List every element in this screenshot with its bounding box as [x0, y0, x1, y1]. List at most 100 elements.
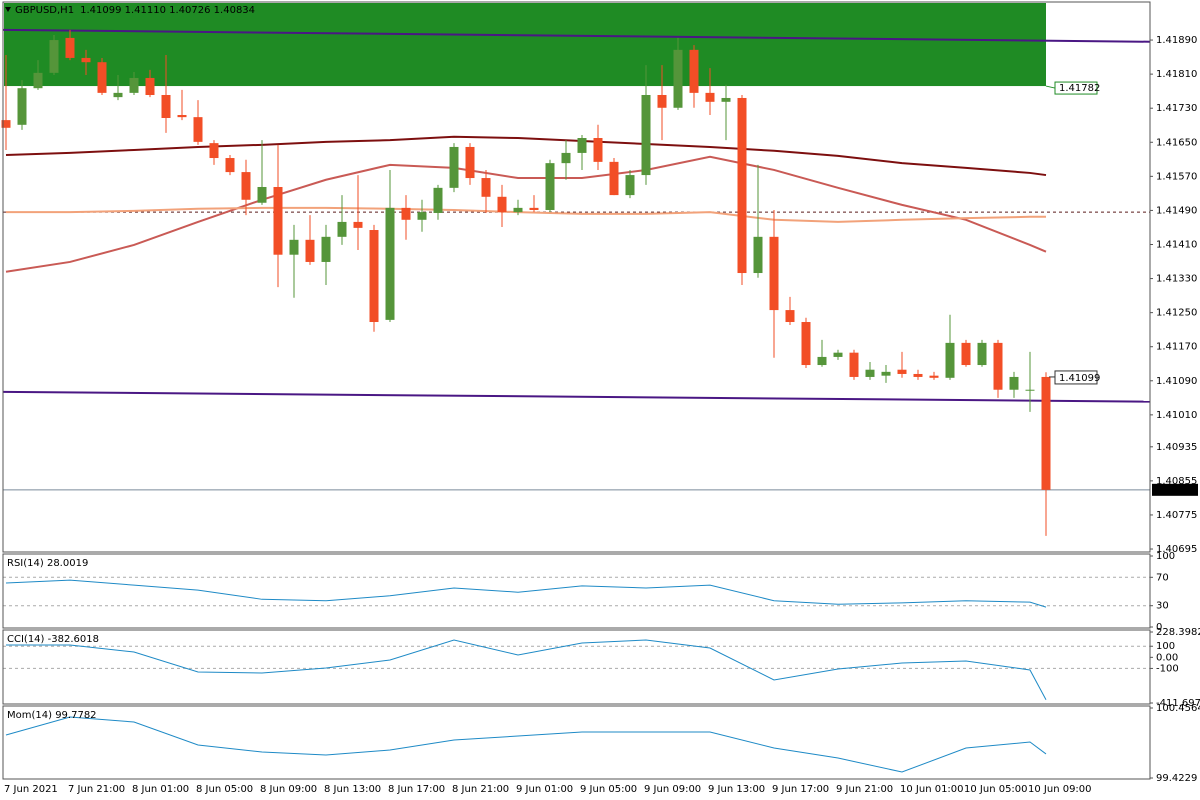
candle-body	[353, 221, 363, 228]
y-tick-label: 100	[1156, 641, 1175, 652]
candle-body	[1009, 376, 1019, 390]
candle-body	[305, 239, 315, 262]
x-tick-label: 8 Jun 13:00	[324, 784, 381, 795]
level-label: 1.41099	[1059, 373, 1100, 384]
candle-body	[273, 186, 283, 255]
candle-body	[513, 207, 523, 213]
candle-body	[657, 94, 667, 108]
rsi-panel-frame	[2, 553, 1151, 629]
y-tick-label: 99.4229	[1156, 773, 1197, 784]
zone-label: 1.41782	[1059, 83, 1100, 94]
y-tick-label: -100	[1156, 663, 1179, 674]
x-tick-label: 8 Jun 17:00	[388, 784, 445, 795]
x-tick-label: 9 Jun 01:00	[516, 784, 573, 795]
x-tick-label: 9 Jun 17:00	[772, 784, 829, 795]
y-tick-label: 1.41650	[1156, 137, 1197, 148]
y-tick-label: 100	[1156, 551, 1175, 562]
y-tick-label: 1.41090	[1156, 376, 1197, 387]
candle-body	[961, 342, 971, 366]
candle-body	[785, 310, 795, 323]
candle-body	[209, 143, 219, 159]
x-tick-label: 9 Jun 21:00	[836, 784, 893, 795]
candle-body	[289, 239, 299, 255]
candle-body	[129, 77, 139, 93]
y-tick-label: 70	[1156, 572, 1169, 583]
y-tick-label: 1.41410	[1156, 239, 1197, 250]
current-price-label: 1.40834	[1156, 485, 1197, 496]
candle-body	[609, 161, 619, 196]
y-tick-label: 1.40935	[1156, 442, 1197, 453]
indicator-line	[5, 579, 1047, 608]
candle-body	[369, 230, 379, 323]
y-tick-label: 1.41330	[1156, 274, 1197, 285]
y-tick-label: 1.41170	[1156, 342, 1197, 353]
candle-body	[33, 72, 43, 89]
candle-body	[561, 152, 571, 164]
y-tick-label: 1.40695	[1156, 544, 1197, 555]
candle-body	[465, 146, 475, 179]
y-tick-label: 1.41010	[1156, 410, 1197, 421]
mom-panel-frame	[2, 705, 1151, 780]
candle-body	[625, 175, 635, 196]
candle-body	[161, 94, 171, 118]
candle-body	[721, 97, 731, 102]
candle-body	[913, 373, 923, 377]
trendline	[2, 390, 1151, 403]
candle-body	[433, 187, 443, 213]
candle-body	[225, 158, 235, 173]
indicator-line	[5, 716, 1047, 773]
y-tick-label: 1.41570	[1156, 171, 1197, 182]
y-tick-label: 0.00	[1156, 652, 1178, 663]
candle-body	[65, 37, 75, 58]
candle-body	[817, 356, 827, 366]
supply-zone	[4, 3, 1046, 87]
x-tick-label: 8 Jun 05:00	[196, 784, 253, 795]
candle-body	[577, 138, 587, 153]
candle-body	[673, 49, 683, 108]
candle-body	[321, 236, 331, 262]
candle-body	[993, 342, 1003, 390]
y-tick-label: 1.41890	[1156, 35, 1197, 46]
candle-body	[497, 196, 507, 213]
candle-body	[177, 115, 187, 118]
current-price-box	[1152, 483, 1198, 496]
candle-body	[1041, 376, 1051, 490]
candle-body	[145, 77, 155, 95]
candle-body	[833, 352, 843, 357]
y-tick-label: 228.3982	[1156, 627, 1200, 638]
marks: 1.41890 1.41810 1.41730 1.41650 1.41570 1.414…	[1, 3, 1200, 795]
candle-body	[865, 369, 875, 377]
zone-connector	[1045, 85, 1056, 89]
x-tick-label: 10 Jun 01:00	[900, 784, 964, 795]
candle-body	[881, 371, 891, 376]
x-tick-label: 10 Jun 05:00	[964, 784, 1028, 795]
candle-body	[849, 352, 859, 377]
y-tick-label: 1.41490	[1156, 205, 1197, 216]
candle-body	[417, 212, 427, 220]
candle-body	[385, 207, 395, 320]
candle-body	[593, 138, 603, 162]
ohlc-readout: 1.41099 1.41110 1.40726 1.40834	[80, 5, 255, 16]
main-panel-frame	[2, 1, 1151, 553]
cci-panel-frame	[2, 629, 1151, 705]
candle-body	[545, 163, 555, 210]
y-tick-label: 1.41730	[1156, 103, 1197, 114]
x-tick-label: 8 Jun 21:00	[452, 784, 509, 795]
candle-body	[529, 207, 539, 210]
x-tick-label: 8 Jun 09:00	[260, 784, 317, 795]
symbol-menu-icon[interactable]	[5, 7, 11, 12]
candle-body	[49, 40, 59, 73]
candle-body	[1025, 389, 1035, 391]
chart-header: GBPUSD,H1 1.41099 1.41110 1.40726 1.40834	[15, 5, 255, 16]
candle-body	[193, 117, 203, 142]
indicator-title: CCI(14) -382.6018	[7, 634, 99, 645]
candle-body	[753, 236, 763, 274]
candle-body	[97, 62, 107, 93]
x-tick-label: 9 Jun 09:00	[644, 784, 701, 795]
candle-body	[81, 57, 91, 63]
x-tick-label: 10 Jun 09:00	[1028, 784, 1092, 795]
candle-body	[705, 92, 715, 102]
y-tick-label: 1.40855	[1156, 476, 1197, 487]
y-tick-label: 1.41250	[1156, 308, 1197, 319]
